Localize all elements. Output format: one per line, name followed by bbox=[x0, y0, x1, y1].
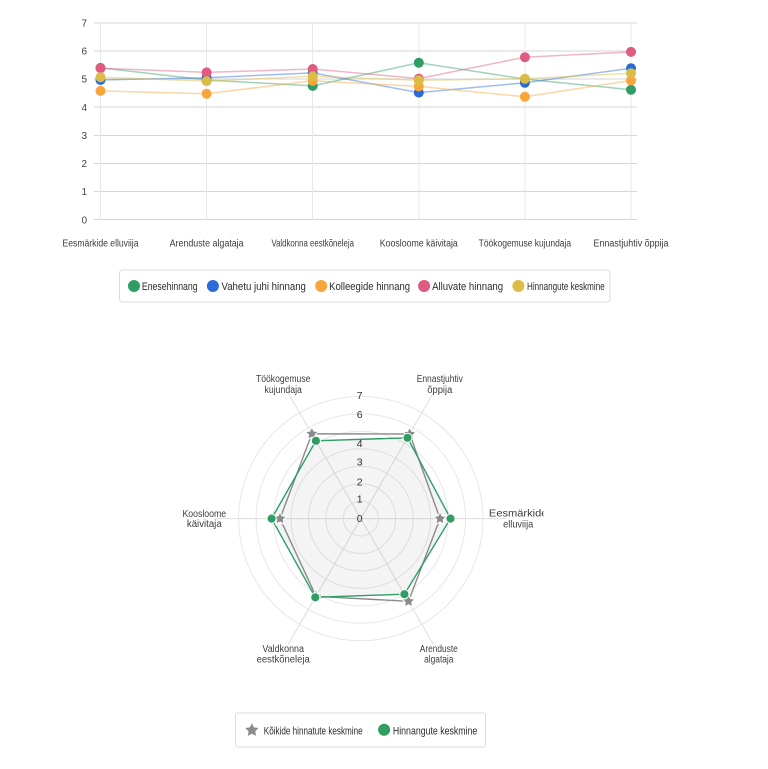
svg-text:Töökogemuse kujundaja: Töökogemuse kujundaja bbox=[479, 239, 572, 250]
svg-text:4: 4 bbox=[357, 438, 363, 450]
svg-text:3: 3 bbox=[81, 131, 87, 142]
svg-text:4: 4 bbox=[81, 103, 87, 114]
svg-text:Kolleegide hinnang: Kolleegide hinnang bbox=[329, 281, 410, 293]
svg-text:Vahetu juhi hinnang: Vahetu juhi hinnang bbox=[222, 281, 306, 293]
svg-text:1: 1 bbox=[357, 494, 363, 506]
svg-text:elluviija: elluviija bbox=[503, 520, 533, 531]
svg-text:7: 7 bbox=[357, 390, 363, 402]
svg-text:0: 0 bbox=[81, 215, 87, 226]
svg-text:Hinnangute keskmine: Hinnangute keskmine bbox=[393, 725, 477, 737]
svg-text:6: 6 bbox=[81, 47, 87, 58]
svg-text:õppija: õppija bbox=[427, 385, 452, 396]
svg-text:Enesehinnang: Enesehinnang bbox=[142, 281, 198, 293]
svg-text:Arenduste algataja: Arenduste algataja bbox=[170, 239, 244, 250]
svg-text:Ennastjuhtiv: Ennastjuhtiv bbox=[417, 374, 463, 385]
svg-text:2: 2 bbox=[81, 159, 87, 170]
svg-text:Alluvate hinnang: Alluvate hinnang bbox=[432, 281, 503, 293]
svg-text:6: 6 bbox=[357, 409, 363, 421]
svg-text:Hinnangute keskmine: Hinnangute keskmine bbox=[527, 281, 605, 293]
svg-text:Ennastjuhtiv õppija: Ennastjuhtiv õppija bbox=[594, 239, 669, 250]
svg-text:Töökogemuse: Töökogemuse bbox=[256, 374, 311, 385]
svg-text:Koosloome: Koosloome bbox=[182, 509, 226, 520]
svg-text:Arenduste: Arenduste bbox=[420, 644, 458, 655]
svg-text:eestkõneleja: eestkõneleja bbox=[257, 654, 311, 665]
svg-text:2: 2 bbox=[357, 476, 363, 488]
svg-text:Eesmärkide elluviija: Eesmärkide elluviija bbox=[63, 239, 139, 250]
svg-text:kujundaja: kujundaja bbox=[265, 385, 303, 396]
svg-text:Valdkonna: Valdkonna bbox=[262, 644, 304, 655]
svg-text:käivitaja: käivitaja bbox=[187, 519, 222, 530]
svg-text:0: 0 bbox=[357, 513, 363, 525]
svg-text:Eesmärkide: Eesmärkide bbox=[489, 509, 548, 520]
svg-text:7: 7 bbox=[81, 19, 87, 30]
svg-text:Kõikide hinnatute keskmine: Kõikide hinnatute keskmine bbox=[264, 725, 363, 737]
svg-text:5: 5 bbox=[81, 75, 87, 86]
svg-text:1: 1 bbox=[81, 187, 87, 198]
svg-text:algataja: algataja bbox=[424, 654, 454, 665]
svg-text:Koosloome käivitaja: Koosloome käivitaja bbox=[380, 239, 458, 250]
svg-text:Valdkonna eestkõneleja: Valdkonna eestkõneleja bbox=[271, 239, 354, 250]
svg-text:3: 3 bbox=[357, 457, 363, 469]
